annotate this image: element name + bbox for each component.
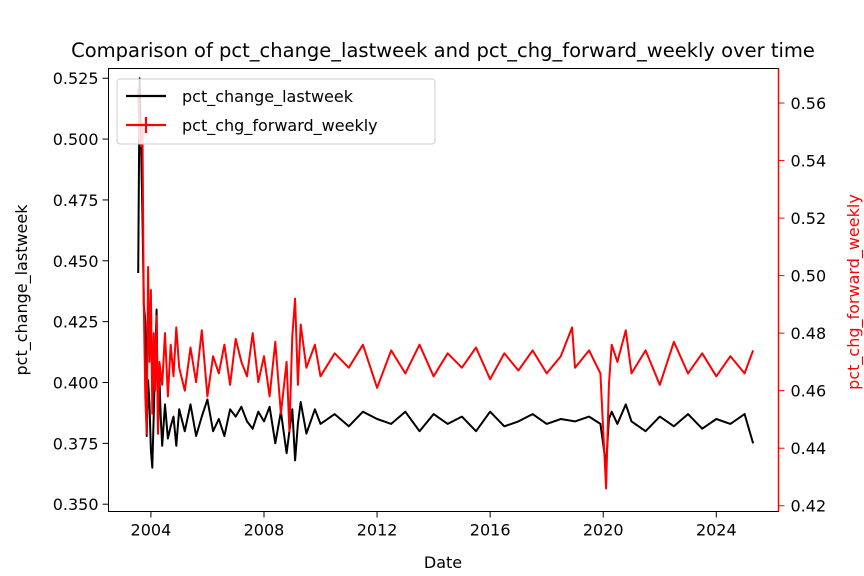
y-right-tick-label-6: 0.54 xyxy=(791,152,827,171)
x-tick-label-5: 2024 xyxy=(696,521,737,540)
y-axis-right: 0.42 0.44 0.46 0.48 0.50 0.52 0.54 0.56 xyxy=(777,68,827,516)
y-right-tick-label-7: 0.56 xyxy=(791,94,827,113)
y-axis-left-label: pct_change_lastweek xyxy=(12,204,32,376)
y-left-tick-label-1: 0.375 xyxy=(53,434,99,453)
y-left-tick-label-0: 0.350 xyxy=(53,495,99,514)
legend-box xyxy=(116,78,436,145)
x-tick-label-4: 2020 xyxy=(583,521,624,540)
legend: pct_change_lastweek pct_chg_forward_week… xyxy=(116,78,436,145)
y-axis-left: 0.350 0.375 0.400 0.425 0.450 0.475 0.500 0.525 xyxy=(53,69,109,514)
y-right-tick-label-1: 0.44 xyxy=(791,439,827,458)
x-tick-label-3: 2016 xyxy=(470,521,511,540)
y-right-tick-label-3: 0.48 xyxy=(791,324,827,343)
y-left-tick-label-2: 0.400 xyxy=(53,373,99,392)
x-axis: 2004 2008 2012 2016 2020 2024 xyxy=(131,511,737,540)
legend-label-series-1: pct_chg_forward_weekly xyxy=(182,116,378,136)
y-right-tick-label-4: 0.50 xyxy=(791,267,827,286)
chart-title: Comparison of pct_change_lastweek and pc… xyxy=(71,39,815,62)
x-tick-label-0: 2004 xyxy=(131,521,172,540)
y-axis-right-label: pct_chg_forward_weekly xyxy=(844,194,864,390)
x-axis-label: Date xyxy=(424,553,462,572)
y-left-tick-label-5: 0.475 xyxy=(53,191,99,210)
legend-label-series-0: pct_change_lastweek xyxy=(182,87,354,107)
y-left-tick-label-3: 0.425 xyxy=(53,313,99,332)
y-left-tick-label-4: 0.450 xyxy=(53,252,99,271)
x-tick-label-2: 2012 xyxy=(357,521,398,540)
y-right-tick-label-2: 0.46 xyxy=(791,382,827,401)
series-line-1 xyxy=(137,88,755,490)
y-left-tick-label-6: 0.500 xyxy=(53,130,99,149)
y-right-tick-label-5: 0.52 xyxy=(791,209,827,228)
x-tick-label-1: 2008 xyxy=(244,521,285,540)
y-right-tick-label-0: 0.42 xyxy=(791,497,827,516)
y-left-tick-label-7: 0.525 xyxy=(53,69,99,88)
